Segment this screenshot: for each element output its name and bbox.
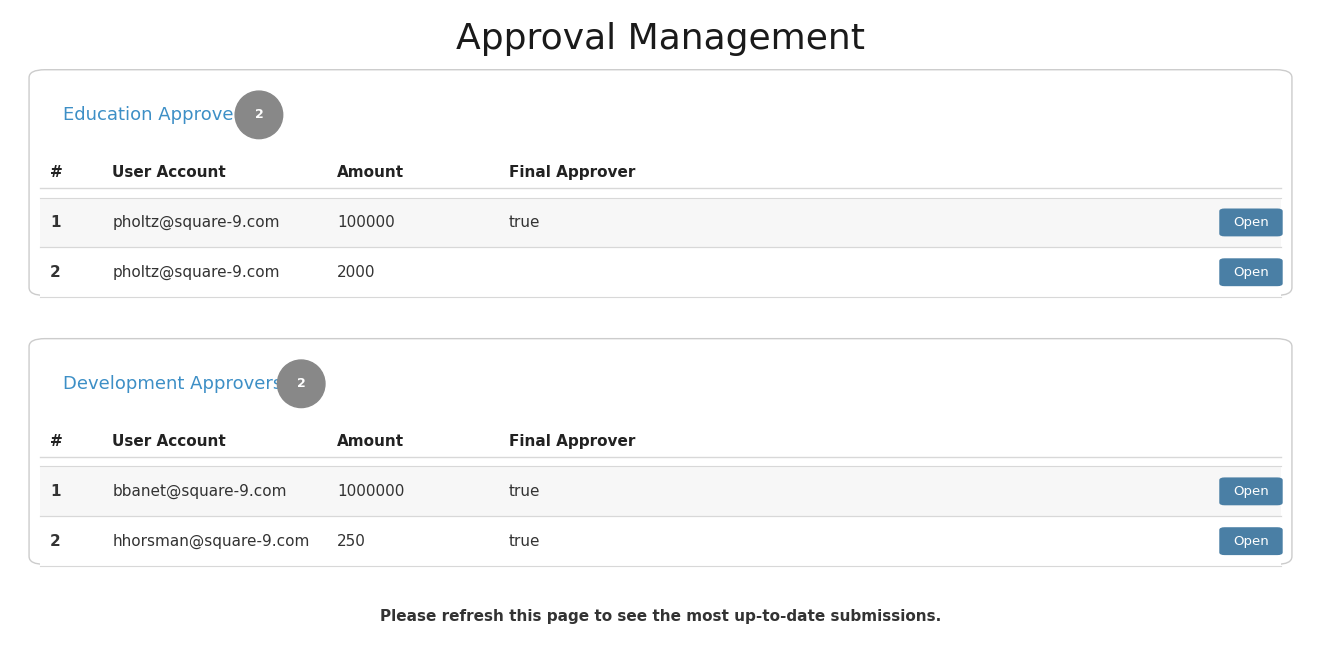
Text: 1: 1 [50,215,61,230]
Bar [40,247,1281,297]
Text: 2: 2 [297,377,305,390]
Text: hhorsman@square-9.com: hhorsman@square-9.com [112,534,309,548]
Text: 2: 2 [50,265,61,280]
Ellipse shape [235,91,283,139]
Text: User Account: User Account [112,434,226,449]
Text: User Account: User Account [112,165,226,180]
Text: Open: Open [1232,535,1269,548]
Ellipse shape [277,360,325,408]
Text: Please refresh this page to see the most up-to-date submissions.: Please refresh this page to see the most… [380,609,941,623]
Text: 2: 2 [255,108,263,122]
Text: bbanet@square-9.com: bbanet@square-9.com [112,484,287,499]
Text: 2000: 2000 [337,265,375,280]
FancyBboxPatch shape [1219,258,1283,286]
Text: Open: Open [1232,216,1269,229]
Text: 1: 1 [50,484,61,499]
FancyBboxPatch shape [1219,208,1283,236]
FancyBboxPatch shape [1219,477,1283,505]
Text: true: true [509,215,540,230]
Text: true: true [509,534,540,548]
Text: Open: Open [1232,266,1269,279]
Text: Approval Management: Approval Management [456,21,865,56]
Bar [40,198,1281,247]
Text: Amount: Amount [337,165,404,180]
Text: 250: 250 [337,534,366,548]
Text: pholtz@square-9.com: pholtz@square-9.com [112,215,280,230]
FancyBboxPatch shape [1219,527,1283,555]
FancyBboxPatch shape [29,70,1292,295]
Bar [40,466,1281,517]
Bar [40,517,1281,566]
Text: Open: Open [1232,485,1269,498]
Text: 2: 2 [50,534,61,548]
Text: #: # [50,434,63,449]
Text: Amount: Amount [337,434,404,449]
Text: 100000: 100000 [337,215,395,230]
Text: Final Approver: Final Approver [509,165,635,180]
Text: #: # [50,165,63,180]
FancyBboxPatch shape [29,339,1292,564]
Text: Development Approvers: Development Approvers [63,374,283,393]
Text: 1000000: 1000000 [337,484,404,499]
Text: true: true [509,484,540,499]
Text: Education Approvers: Education Approvers [63,106,251,124]
Text: pholtz@square-9.com: pholtz@square-9.com [112,265,280,280]
Text: Final Approver: Final Approver [509,434,635,449]
